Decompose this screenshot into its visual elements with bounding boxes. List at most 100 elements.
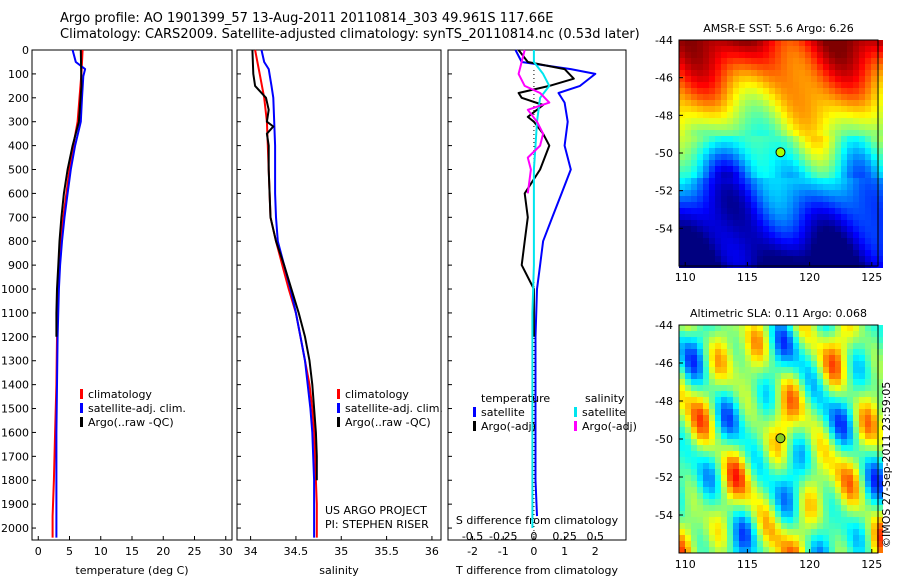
heatmap-cell (775, 94, 781, 100)
x-tick-label: 2 (592, 545, 599, 558)
heatmap-cell (787, 52, 793, 58)
heatmap-cell (817, 499, 823, 505)
heatmap-cell (841, 52, 847, 58)
heatmap-cell (679, 427, 685, 433)
map-x-tick-label: 125 (861, 271, 882, 284)
heatmap-cell (715, 202, 721, 208)
heatmap-cell (787, 166, 793, 172)
heatmap-cell (811, 40, 817, 46)
heatmap-cell (787, 439, 793, 445)
heatmap-cell (715, 262, 721, 268)
heatmap-cell (739, 196, 745, 202)
heatmap-cell (709, 511, 715, 517)
heatmap-cell (763, 403, 769, 409)
heatmap-cell (751, 463, 757, 469)
heatmap-cell (745, 166, 751, 172)
heatmap-cell (751, 154, 757, 160)
heatmap-cell (775, 409, 781, 415)
heatmap-cell (853, 154, 859, 160)
heatmap-cell (835, 208, 841, 214)
heatmap-cell (769, 154, 775, 160)
heatmap-cell (745, 427, 751, 433)
heatmap-cell (709, 172, 715, 178)
heatmap-cell (865, 142, 871, 148)
heatmap-cell (811, 208, 817, 214)
heatmap-cell (835, 250, 841, 256)
heatmap-cell (727, 499, 733, 505)
x-axis-label: T difference from climatology (455, 564, 618, 577)
heatmap-cell (691, 433, 697, 439)
heatmap-cell (733, 367, 739, 373)
top-tick-label: -0.5 (462, 530, 483, 543)
heatmap-cell (763, 220, 769, 226)
heatmap-cell (871, 457, 877, 463)
heatmap-cell (841, 439, 847, 445)
heatmap-cell (775, 256, 781, 262)
x-tick-label: 0 (35, 545, 42, 558)
heatmap-cell (817, 427, 823, 433)
heatmap-cell (715, 397, 721, 403)
heatmap-cell (823, 52, 829, 58)
heatmap-cell (865, 373, 871, 379)
heatmap-cell (871, 343, 877, 349)
heatmap-cell (811, 70, 817, 76)
heatmap-cell (853, 118, 859, 124)
heatmap-cell (811, 481, 817, 487)
heatmap-cell (799, 136, 805, 142)
heatmap-cell (691, 226, 697, 232)
heatmap-cell (841, 529, 847, 535)
heatmap-cell (733, 355, 739, 361)
heatmap-cell (685, 82, 691, 88)
heatmap-cell (847, 250, 853, 256)
heatmap-cell (679, 403, 685, 409)
heatmap-cell (715, 196, 721, 202)
heatmap-cell (859, 505, 865, 511)
heatmap-cell (715, 76, 721, 82)
heatmap-cell (835, 475, 841, 481)
heatmap-cell (799, 325, 805, 331)
heatmap-cell (799, 100, 805, 106)
heatmap-cell (715, 88, 721, 94)
heatmap-cell (703, 82, 709, 88)
heatmap-cell (703, 178, 709, 184)
heatmap-cell (877, 148, 883, 154)
heatmap-cell (769, 523, 775, 529)
heatmap-cell (769, 415, 775, 421)
heatmap-cell (715, 226, 721, 232)
heatmap-cell (703, 70, 709, 76)
heatmap-cell (793, 190, 799, 196)
heatmap-cell (799, 112, 805, 118)
heatmap-cell (715, 325, 721, 331)
heatmap-cell (853, 517, 859, 523)
heatmap-cell (853, 391, 859, 397)
heatmap-cell (805, 172, 811, 178)
heatmap-cell (823, 130, 829, 136)
heatmap-cell (733, 166, 739, 172)
heatmap-cell (817, 112, 823, 118)
heatmap-cell (871, 256, 877, 262)
heatmap-cell (847, 427, 853, 433)
heatmap-cell (823, 256, 829, 262)
heatmap-cell (823, 250, 829, 256)
heatmap-cell (751, 130, 757, 136)
heatmap-cell (739, 232, 745, 238)
heatmap-cell (715, 142, 721, 148)
heatmap-cell (823, 238, 829, 244)
heatmap-cell (817, 337, 823, 343)
heatmap-cell (871, 40, 877, 46)
heatmap-cell (697, 58, 703, 64)
heatmap-cell (817, 529, 823, 535)
heatmap-cell (841, 355, 847, 361)
heatmap-cell (709, 337, 715, 343)
heatmap-cell (727, 160, 733, 166)
heatmap-cell (865, 379, 871, 385)
heatmap-cell (781, 541, 787, 547)
heatmap-cell (727, 439, 733, 445)
heatmap-cell (685, 106, 691, 112)
heatmap-cell (721, 379, 727, 385)
heatmap-cell (763, 481, 769, 487)
top-tick-label: 0.25 (552, 530, 577, 543)
heatmap-cell (847, 439, 853, 445)
heatmap-cell (691, 136, 697, 142)
